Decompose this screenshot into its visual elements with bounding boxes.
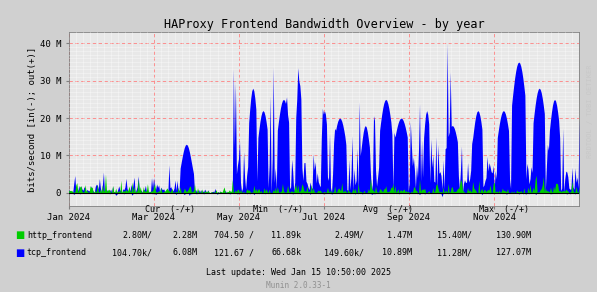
Text: ■: ■ bbox=[15, 248, 24, 258]
Text: 11.89k: 11.89k bbox=[272, 231, 301, 239]
Text: 2.80M/: 2.80M/ bbox=[122, 231, 152, 239]
Text: tcp_frontend: tcp_frontend bbox=[27, 248, 87, 257]
Text: RRDTOOL / TOBI OETIKER: RRDTOOL / TOBI OETIKER bbox=[587, 64, 593, 158]
Text: Max  (-/+): Max (-/+) bbox=[479, 205, 530, 214]
Text: 11.28M/: 11.28M/ bbox=[436, 248, 472, 257]
Text: http_frontend: http_frontend bbox=[27, 231, 92, 239]
Text: Avg  (-/+): Avg (-/+) bbox=[363, 205, 413, 214]
Text: 2.49M/: 2.49M/ bbox=[334, 231, 364, 239]
Text: 66.68k: 66.68k bbox=[272, 248, 301, 257]
Text: 704.50 /: 704.50 / bbox=[214, 231, 254, 239]
Text: 6.08M: 6.08M bbox=[172, 248, 197, 257]
Title: HAProxy Frontend Bandwidth Overview - by year: HAProxy Frontend Bandwidth Overview - by… bbox=[164, 18, 484, 31]
Text: 104.70k/: 104.70k/ bbox=[112, 248, 152, 257]
Text: 2.28M: 2.28M bbox=[172, 231, 197, 239]
Text: 10.89M: 10.89M bbox=[382, 248, 412, 257]
Text: 127.07M: 127.07M bbox=[496, 248, 531, 257]
Text: 130.90M: 130.90M bbox=[496, 231, 531, 239]
Text: Cur  (-/+): Cur (-/+) bbox=[145, 205, 195, 214]
Text: 121.67 /: 121.67 / bbox=[214, 248, 254, 257]
Text: Munin 2.0.33-1: Munin 2.0.33-1 bbox=[266, 281, 331, 290]
Text: 1.47M: 1.47M bbox=[387, 231, 412, 239]
Text: ■: ■ bbox=[15, 230, 24, 240]
Text: Min  (-/+): Min (-/+) bbox=[253, 205, 303, 214]
Y-axis label: bits/second [in(-); out(+)]: bits/second [in(-); out(+)] bbox=[27, 46, 37, 192]
Text: Last update: Wed Jan 15 10:50:00 2025: Last update: Wed Jan 15 10:50:00 2025 bbox=[206, 268, 391, 277]
Text: 149.60k/: 149.60k/ bbox=[324, 248, 364, 257]
Text: 15.40M/: 15.40M/ bbox=[436, 231, 472, 239]
